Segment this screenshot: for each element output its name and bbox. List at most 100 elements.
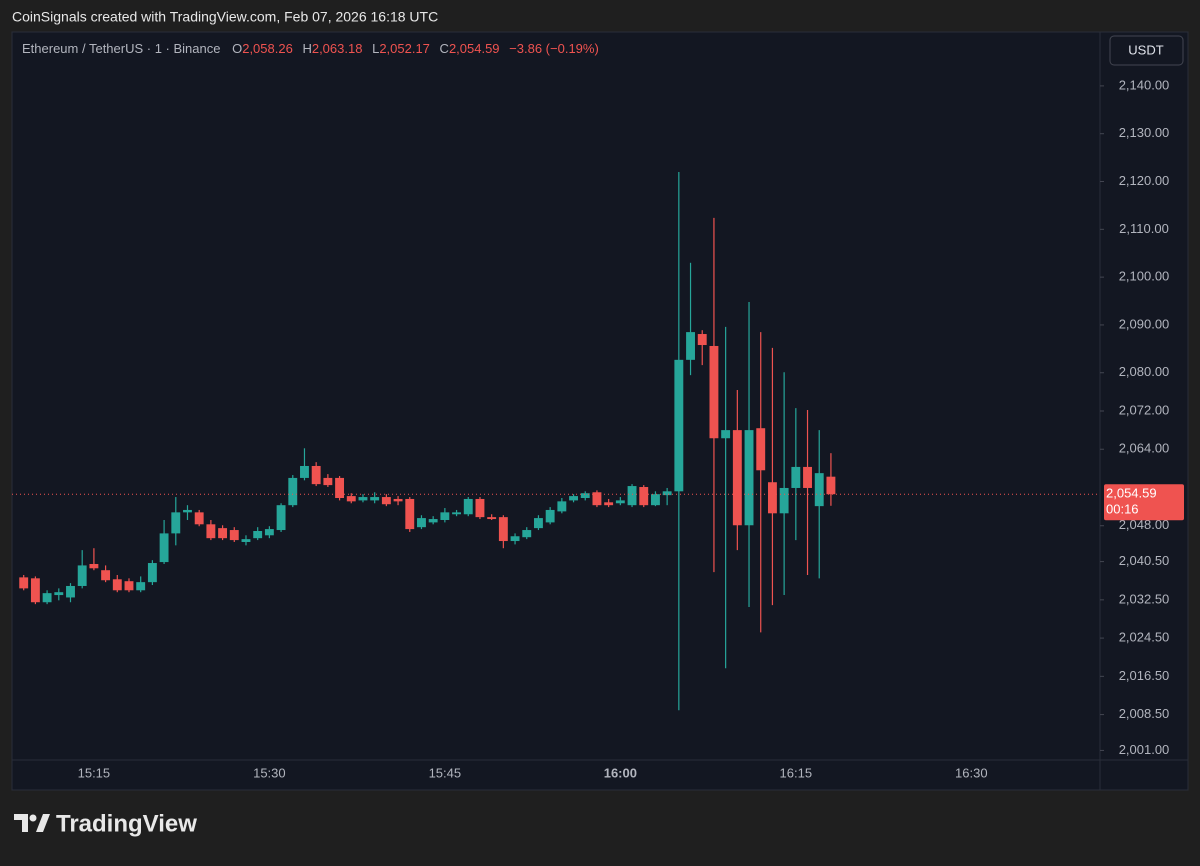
symbol-title: Ethereum / TetherUS · 1 · Binance xyxy=(22,41,220,56)
candle-body xyxy=(510,536,520,542)
candle-body xyxy=(159,533,169,563)
chart-panel xyxy=(11,31,1189,791)
candle-body xyxy=(89,563,99,569)
candle-body xyxy=(346,496,356,502)
ohlc-key: O xyxy=(232,41,242,56)
y-tick-label: 2,120.00 xyxy=(1119,173,1170,188)
candle-body xyxy=(452,512,462,515)
candle-body xyxy=(650,494,660,506)
caption: CoinSignals created with TradingView.com… xyxy=(12,9,438,25)
candle-body xyxy=(826,476,836,495)
candle-body xyxy=(487,517,497,520)
y-tick-label: 2,016.50 xyxy=(1119,668,1170,683)
candle-body xyxy=(358,497,368,501)
candle-body xyxy=(323,477,333,486)
ohlc-value: 2,063.18 xyxy=(312,41,363,56)
x-tick-label: 15:30 xyxy=(253,765,286,780)
x-tick-label: 16:15 xyxy=(780,765,813,780)
candle-body xyxy=(136,582,146,591)
y-tick-label: 2,100.00 xyxy=(1119,269,1170,284)
candle-body xyxy=(183,509,192,513)
ohlc-key: H xyxy=(302,41,311,56)
candle-body xyxy=(709,345,719,439)
candle-body xyxy=(732,430,742,526)
chart-legend: Ethereum / TetherUS · 1 · Binance O2,058… xyxy=(22,41,599,56)
y-tick-label: 2,040.50 xyxy=(1119,553,1170,568)
candle-body xyxy=(814,473,824,507)
plot xyxy=(12,171,1100,711)
candle-body xyxy=(112,579,122,591)
last-price-box xyxy=(1104,484,1184,521)
candle-body xyxy=(229,530,239,541)
brand-logo xyxy=(14,814,50,832)
x-tick-label: 15:15 xyxy=(78,765,111,780)
candle-body xyxy=(463,498,473,515)
candle-body xyxy=(300,465,309,478)
candle-body xyxy=(580,493,590,499)
candle-body xyxy=(686,332,695,360)
candle-body xyxy=(171,512,181,534)
logo-mark xyxy=(36,814,50,832)
x-tick-label: 16:30 xyxy=(955,765,988,780)
y-tick-label: 2,008.50 xyxy=(1119,706,1170,721)
candle-body xyxy=(311,465,321,485)
y-tick-label: 2,072.00 xyxy=(1119,402,1170,417)
candle-body xyxy=(639,487,649,506)
y-tick-label: 2,080.00 xyxy=(1119,364,1170,379)
currency-label[interactable]: USDT xyxy=(1128,42,1163,57)
candle-body xyxy=(19,577,29,589)
candle-body xyxy=(791,466,801,488)
x-tick-label: 15:45 xyxy=(429,765,462,780)
candle-body xyxy=(335,477,345,499)
candle-body xyxy=(475,498,485,518)
candle-body xyxy=(592,492,602,506)
axes: 2,140.00 2,130.00 2,120.00 2,110.00 2,100.00… xyxy=(78,77,1184,780)
currency-button[interactable] xyxy=(1109,35,1184,66)
candle-body xyxy=(54,592,64,596)
candle-body xyxy=(276,505,286,531)
candle-body xyxy=(674,359,684,492)
ohlc-value: 2,058.26 xyxy=(242,41,293,56)
x-tick-label: 16:00 xyxy=(604,765,637,780)
candle-body xyxy=(498,517,508,542)
change: −3.86 (−0.19%) xyxy=(509,41,599,56)
ohlc-key: L xyxy=(372,41,379,56)
candle-body xyxy=(440,512,450,520)
candle-body xyxy=(767,482,777,514)
candle-body xyxy=(721,430,731,439)
candle-body xyxy=(66,585,75,598)
candle-body xyxy=(417,518,426,528)
logo-mark xyxy=(29,814,37,822)
candle-body xyxy=(557,501,567,512)
ohlc-key: C xyxy=(440,41,449,56)
candle-body xyxy=(206,524,216,539)
candle-body xyxy=(42,593,52,603)
candle-body xyxy=(147,563,157,583)
candle-body xyxy=(569,496,578,501)
candle-body xyxy=(803,466,812,488)
candle-body xyxy=(253,530,263,539)
candle-body xyxy=(405,498,415,530)
candle-body xyxy=(604,502,614,506)
candle-body xyxy=(370,497,380,501)
y-tick-label: 2,024.50 xyxy=(1119,630,1170,645)
ohlc-value: 2,052.17 xyxy=(379,41,430,56)
brand-name: TradingView xyxy=(56,810,197,837)
candle-body xyxy=(194,512,204,525)
candle-body xyxy=(77,565,87,586)
candle-body xyxy=(393,498,403,502)
countdown-label: 00:16 xyxy=(1106,502,1139,517)
y-tick-label: 2,064.00 xyxy=(1119,441,1170,456)
last-price-label: 2,054.59 xyxy=(1106,486,1157,501)
ohlc-value: 2,054.59 xyxy=(449,41,500,56)
candle-body xyxy=(288,477,298,506)
y-tick-label: 2,130.00 xyxy=(1119,125,1170,140)
y-tick-label: 2,048.00 xyxy=(1119,517,1170,532)
candle-body xyxy=(744,430,754,526)
candle-body xyxy=(779,487,789,514)
candle-body xyxy=(522,530,532,538)
candle-body xyxy=(756,428,766,471)
candle-body xyxy=(218,528,228,539)
y-tick-label: 2,140.00 xyxy=(1119,77,1170,92)
